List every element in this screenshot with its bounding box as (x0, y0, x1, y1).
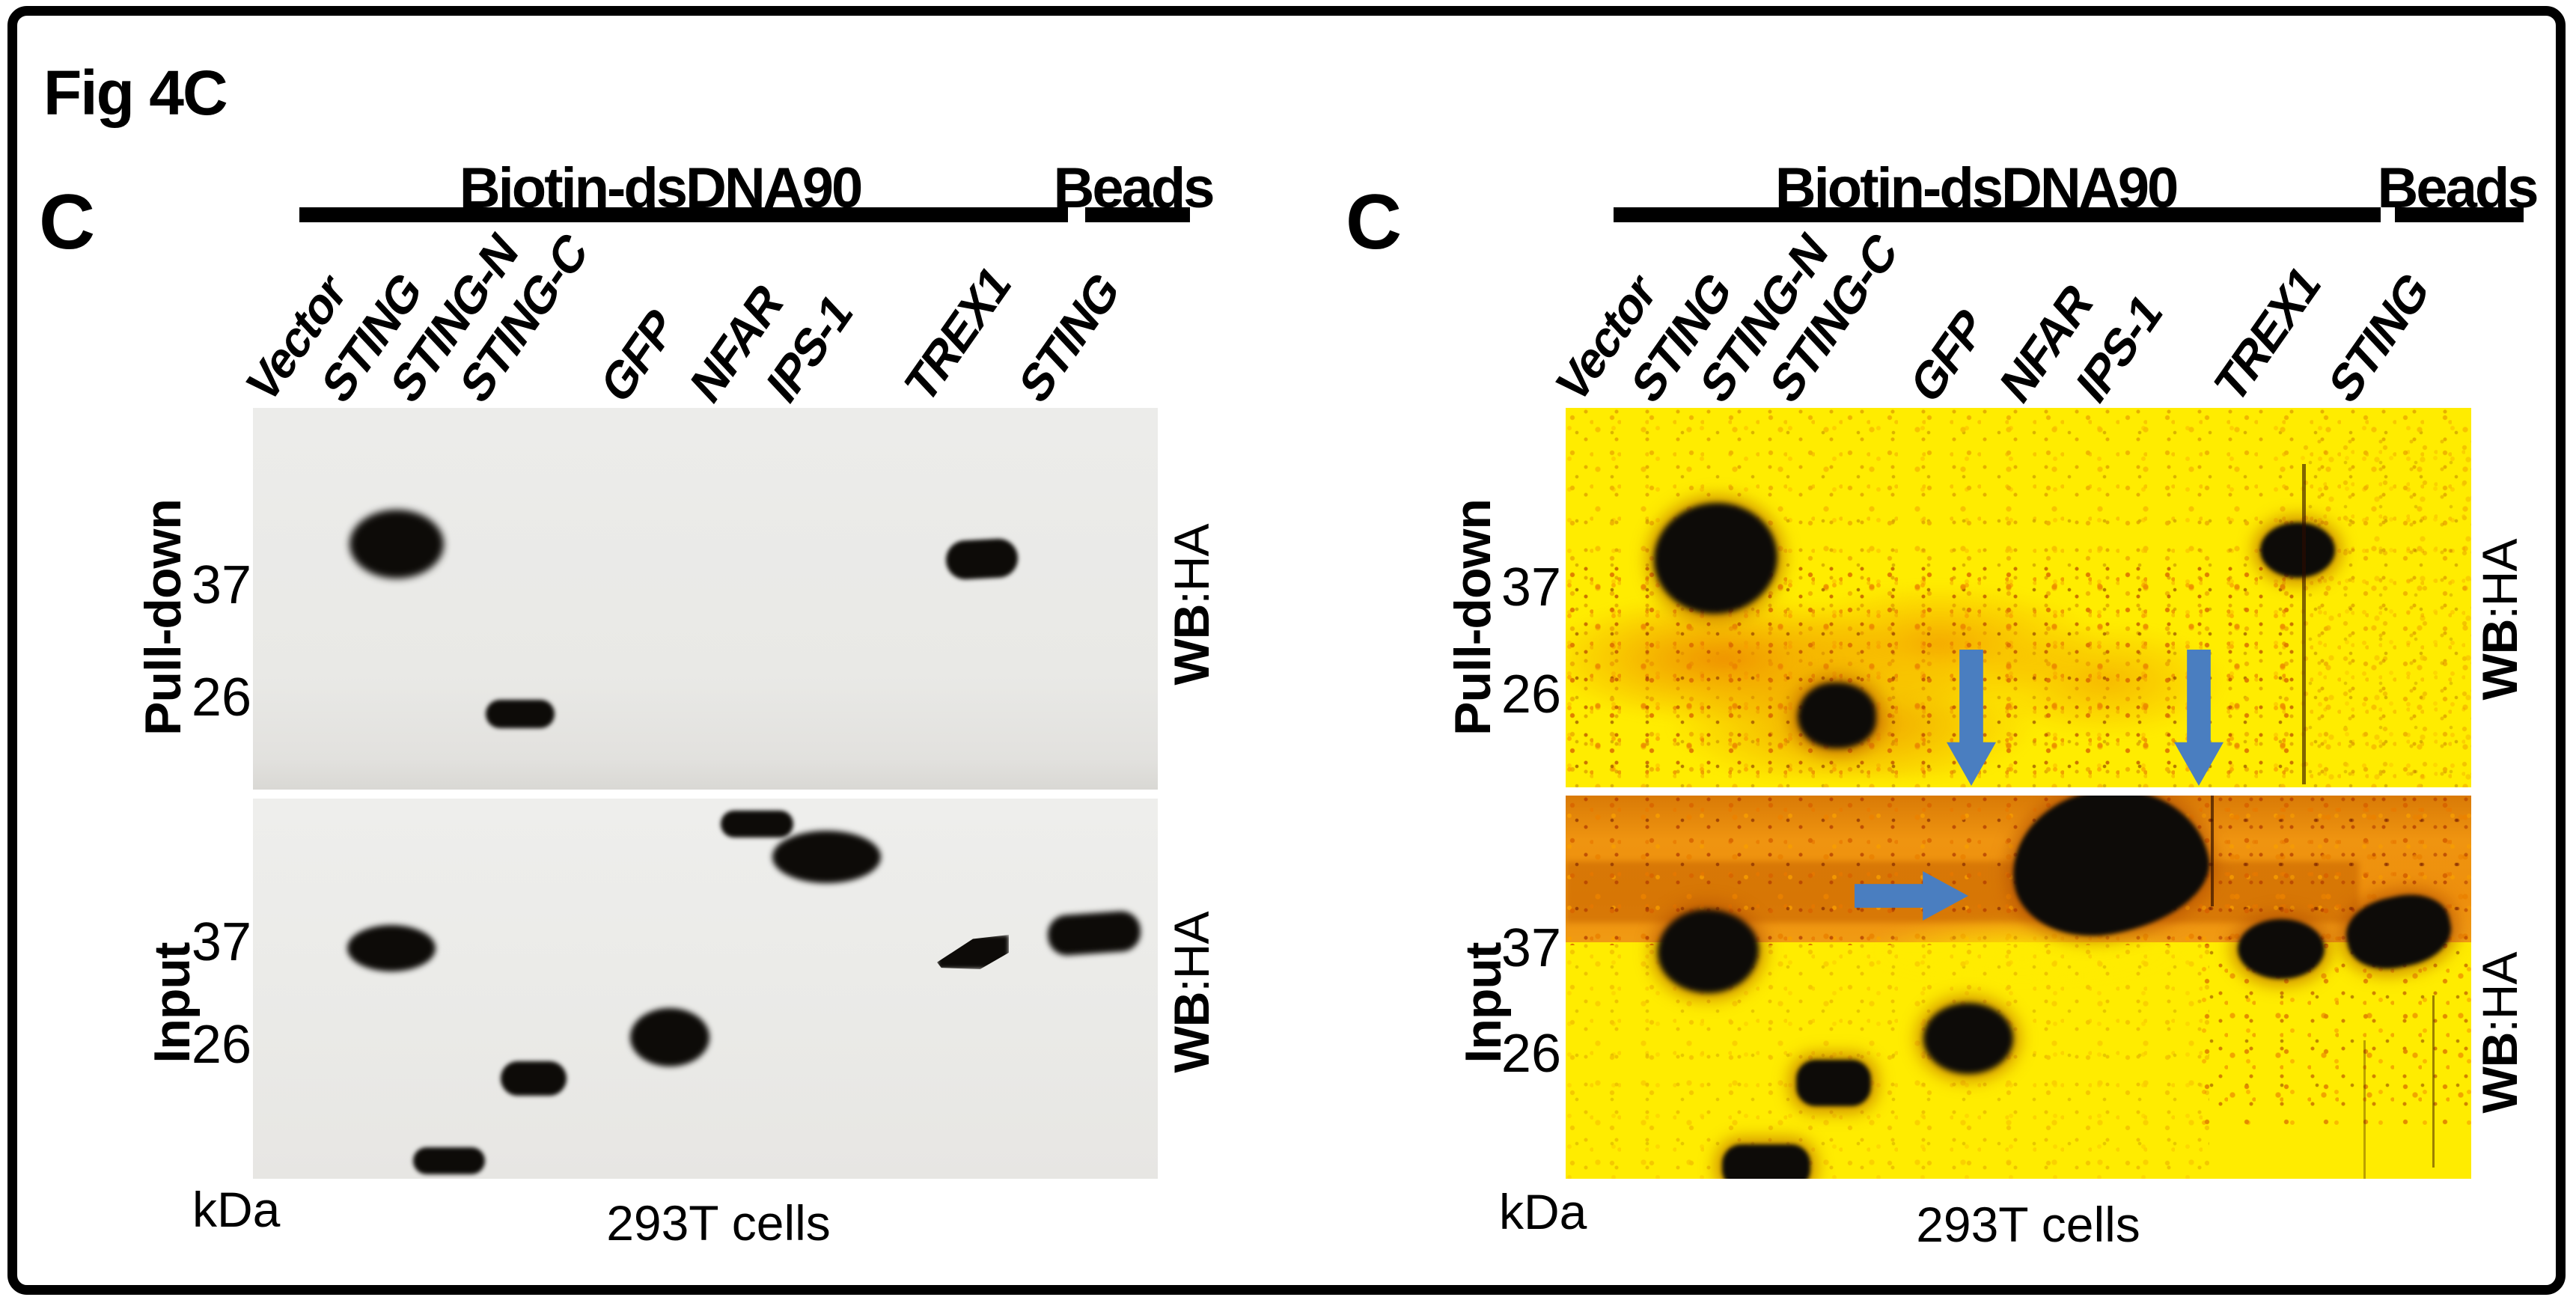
pulldown-row-label: Pull-down (1444, 499, 1501, 736)
wb-rest: :HA (1164, 912, 1219, 992)
band-pd-trex1 (944, 537, 1019, 581)
kda-unit-label: kDa (192, 1182, 281, 1237)
noise-speckle (2299, 438, 2471, 782)
band-in-sting-beads (1046, 909, 1142, 957)
band-pd-trex1 (2260, 522, 2335, 578)
input-blot-grayscale (253, 799, 1158, 1179)
down-arrow-ips1-lane (2174, 650, 2224, 786)
cell-line-label: 293T cells (1916, 1197, 2140, 1252)
wb-bold: WB (1164, 992, 1219, 1073)
panel-letter: C (39, 179, 96, 266)
band-pd-sting-c (486, 700, 555, 728)
band-in-sting (1658, 909, 1759, 993)
marker-26-input: 26 (191, 1015, 251, 1075)
band-pd-sting-c (1798, 683, 1876, 748)
wb-ha-label-pulldown: WB:HA (2471, 540, 2528, 701)
noise-speckle (1566, 942, 2209, 1179)
marker-26-pulldown: 26 (1501, 665, 1561, 724)
input-row-label: Input (1455, 942, 1512, 1064)
pulldown-blot-pseudocolor (1566, 408, 2471, 787)
wb-bold: WB (2472, 619, 2527, 701)
wb-rest: :HA (2472, 952, 2527, 1033)
treatment-underline (299, 207, 1068, 222)
wb-ha-label-input: WB:HA (1163, 912, 1220, 1073)
band-in-sting-n (1722, 1144, 1810, 1179)
panel-letter: C (1346, 179, 1403, 266)
wb-rest: :HA (2472, 539, 2527, 620)
figure-label: Fig 4C (43, 58, 228, 128)
band-in-gfp (1923, 1003, 2013, 1074)
input-blot-pseudocolor (1566, 796, 2471, 1179)
treatment-underline (1614, 207, 2381, 222)
band-in-sting-c (1796, 1060, 1871, 1106)
wb-ha-label-input: WB:HA (2471, 953, 2528, 1114)
wb-rest: :HA (1164, 524, 1219, 605)
down-arrow-gfp-lane (1947, 650, 1996, 786)
beads-underline (1085, 207, 1190, 222)
kda-unit-label: kDa (1499, 1184, 1587, 1239)
band-in-ips1 (772, 831, 881, 883)
band-in-nfar (721, 811, 793, 837)
marker-37-pulldown: 37 (1501, 558, 1561, 617)
band-in-sting (347, 925, 436, 971)
noise-vertical-line (2432, 995, 2435, 1168)
marker-37-input: 37 (1501, 918, 1561, 978)
band-in-trex1 (937, 935, 1009, 969)
noise-vertical-line (2363, 1040, 2366, 1179)
beads-underline (2395, 207, 2524, 222)
band-pd-sting (1648, 496, 1783, 620)
band-in-gfp (630, 1008, 709, 1066)
wb-bold: WB (2472, 1032, 2527, 1114)
band-pd-sting (350, 510, 444, 579)
cell-line-label: 293T cells (606, 1195, 831, 1251)
marker-26-input: 26 (1501, 1024, 1561, 1084)
wb-ha-label-pulldown: WB:HA (1163, 525, 1220, 686)
marker-37-input: 37 (191, 912, 251, 972)
input-row-label: Input (144, 942, 201, 1064)
band-in-trex1 (2238, 919, 2325, 979)
band-in-sting-c (501, 1061, 567, 1096)
noise-vertical-line (2302, 464, 2306, 784)
wb-bold: WB (1164, 604, 1219, 686)
marker-37-pulldown: 37 (191, 555, 251, 615)
figure-border (7, 6, 2566, 1295)
pulldown-blot-grayscale (253, 408, 1158, 790)
marker-26-pulldown: 26 (191, 668, 251, 727)
band-in-sting-n (413, 1147, 485, 1174)
pulldown-row-label: Pull-down (135, 499, 192, 736)
